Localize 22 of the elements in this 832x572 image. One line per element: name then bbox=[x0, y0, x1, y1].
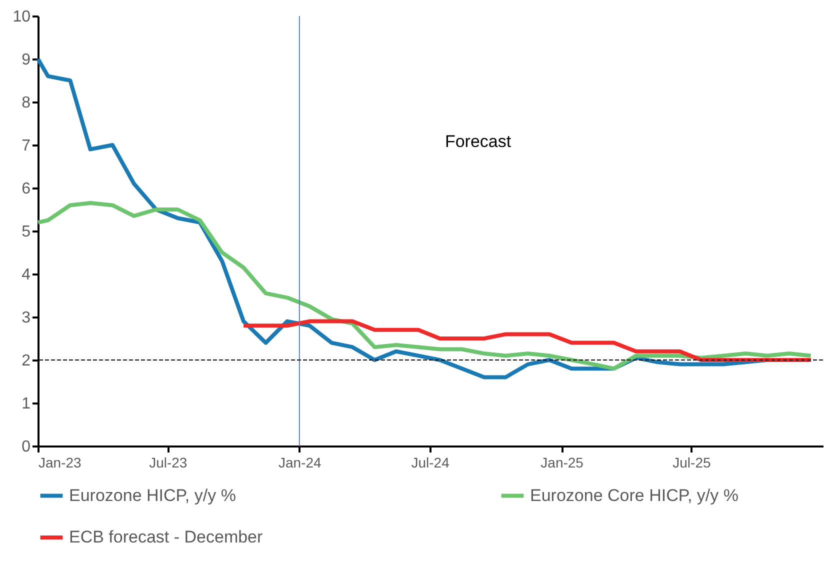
y-tick-label: 3 bbox=[22, 310, 31, 326]
y-tick-label: 10 bbox=[12, 8, 31, 26]
x-tick-label: Jul-24 bbox=[411, 454, 450, 470]
y-tick-label: 8 bbox=[22, 94, 31, 112]
y-tick-label: 9 bbox=[22, 52, 31, 68]
legend-label: Eurozone HICP, y/y % bbox=[69, 486, 236, 505]
line-series bbox=[36, 201, 813, 371]
annotation: Forecast bbox=[444, 132, 512, 151]
y-tick-label: 7 bbox=[22, 138, 31, 154]
y-tick-label: 1 bbox=[22, 396, 31, 412]
x-tick-label: Jul-23 bbox=[149, 454, 188, 470]
legend-label: Eurozone Core HICP, y/y % bbox=[530, 486, 738, 505]
x-tick-label: Jul-25 bbox=[672, 454, 711, 470]
x-tick-label: Jan-23 bbox=[38, 454, 82, 470]
x-tick-label: Jan-24 bbox=[278, 454, 322, 470]
legend-label: ECB forecast - December bbox=[69, 528, 264, 546]
y-tick-label: 2 bbox=[22, 352, 31, 370]
x-tick-label: Jan-25 bbox=[540, 454, 584, 470]
y-tick-label: 6 bbox=[22, 180, 31, 198]
y-tick-label: 4 bbox=[22, 266, 31, 284]
y-tick-label: 5 bbox=[22, 224, 31, 240]
y-tick-label: 0 bbox=[22, 438, 31, 456]
